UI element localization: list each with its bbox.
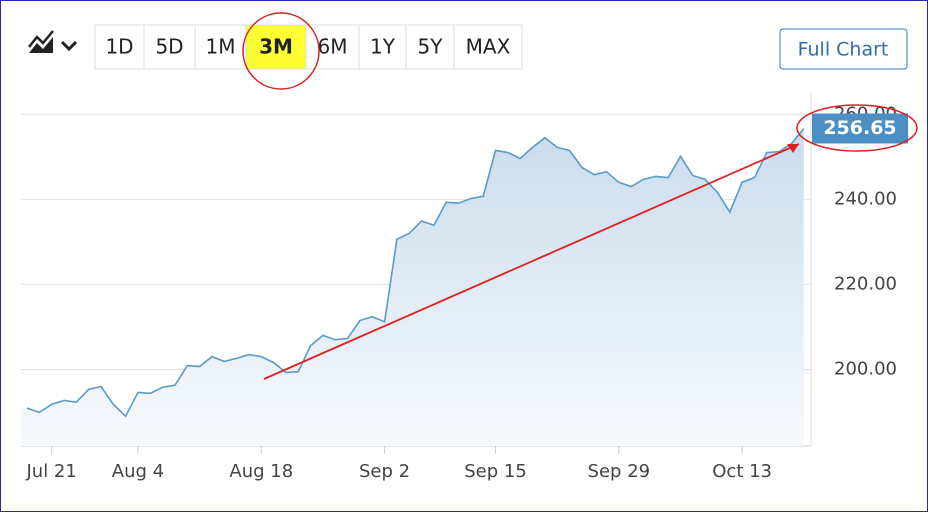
- range-button-label[interactable]: 5Y: [418, 35, 444, 59]
- x-tick-label: Aug 18: [229, 461, 293, 482]
- x-tick-label: Sep 29: [588, 461, 651, 482]
- last-value-badge: [812, 113, 908, 144]
- range-button[interactable]: [94, 24, 145, 70]
- range-button[interactable]: [405, 24, 455, 70]
- x-tick-label: Jul 21: [25, 461, 76, 482]
- range-button[interactable]: [143, 24, 196, 70]
- range-button-label[interactable]: 1M: [206, 35, 236, 59]
- annotation-arrowhead: [787, 144, 799, 153]
- x-tick-label: Oct 13: [712, 461, 772, 482]
- annotation-arrow: [263, 143, 800, 380]
- range-button-label[interactable]: 5D: [155, 35, 183, 59]
- area-fill: [21, 128, 804, 446]
- range-button-label[interactable]: 3M: [259, 35, 293, 59]
- range-button-label[interactable]: 6M: [318, 35, 348, 59]
- range-button[interactable]: [453, 24, 523, 70]
- annotation-circle: [242, 12, 320, 90]
- range-button-label[interactable]: 1Y: [370, 35, 396, 59]
- y-tick-label: 200.00: [834, 358, 897, 379]
- y-tick-label: 240.00: [834, 188, 897, 209]
- annotation-circle: [796, 104, 918, 152]
- range-button[interactable]: [358, 24, 407, 70]
- range-button-label[interactable]: MAX: [466, 35, 511, 59]
- chart-type-icon[interactable]: [28, 30, 78, 53]
- price-line: [26, 127, 805, 418]
- x-tick-label: Aug 4: [112, 461, 164, 482]
- full-chart-button[interactable]: [779, 28, 908, 70]
- last-value-label: 256.65: [823, 117, 896, 139]
- range-button[interactable]: [194, 24, 247, 70]
- x-tick-label: Sep 15: [464, 461, 527, 482]
- full-chart-label[interactable]: Full Chart: [798, 39, 889, 61]
- range-button-label[interactable]: 1D: [105, 35, 133, 59]
- y-tick-label: 220.00: [834, 273, 897, 294]
- x-tick-label: Sep 2: [359, 461, 410, 482]
